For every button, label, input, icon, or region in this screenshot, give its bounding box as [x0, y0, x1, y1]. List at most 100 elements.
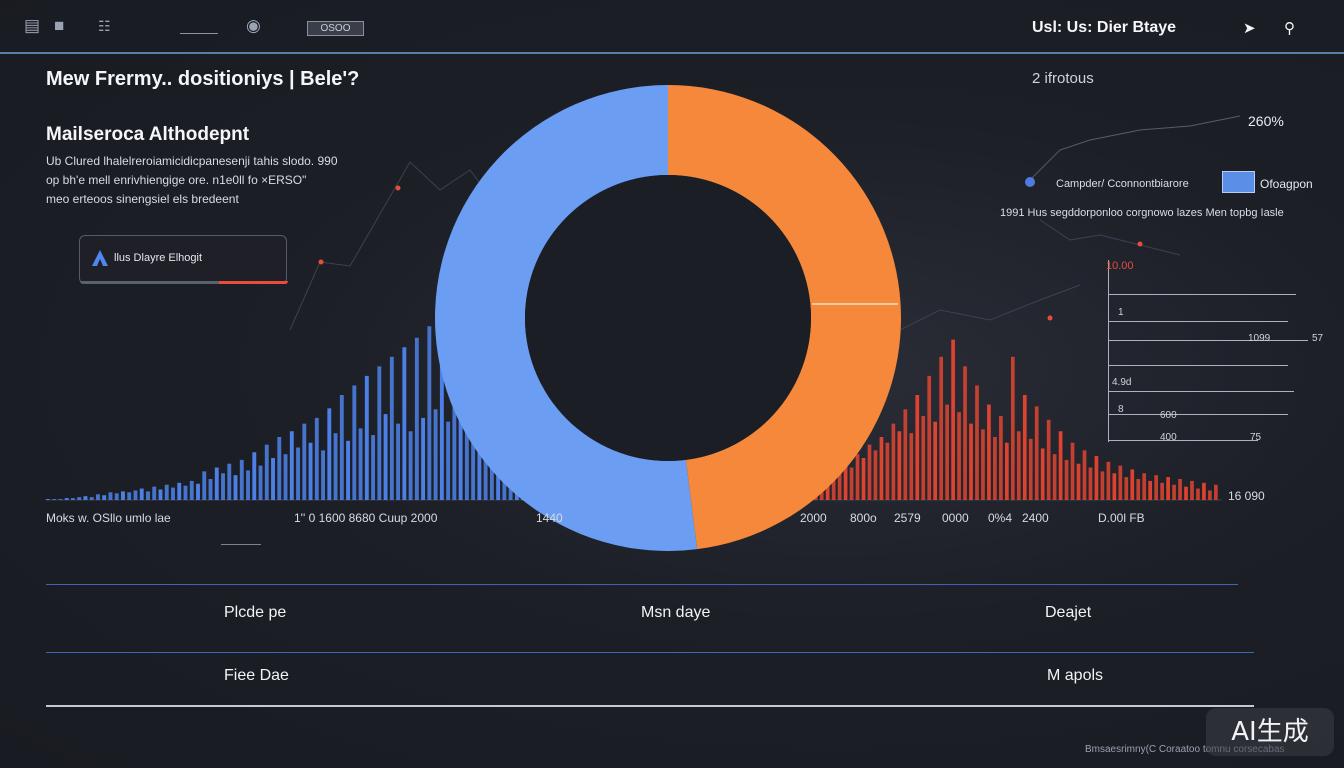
list-icon[interactable]: ▤ [24, 16, 41, 35]
bar-blue [114, 493, 119, 500]
bar-red [831, 475, 836, 500]
x-tick-label: 2579 [894, 511, 921, 525]
bar-red [897, 431, 902, 500]
bar-blue [152, 486, 157, 500]
chart-icon[interactable]: ☷ [98, 18, 111, 34]
user-icon[interactable]: ⚲ [1284, 20, 1295, 37]
bar-blue [208, 479, 213, 500]
bar-red [921, 416, 926, 500]
bar-red [927, 375, 932, 500]
mini-axis [1108, 260, 1109, 442]
camera-icon[interactable]: ◉ [246, 16, 261, 35]
bar-red [1022, 395, 1027, 500]
bar-red [1028, 438, 1033, 500]
x-tick-label: 16 090 [1228, 489, 1265, 503]
bar-blue [189, 480, 194, 500]
bar-red [1112, 473, 1117, 500]
bar-red [873, 450, 878, 500]
bar-red [1064, 459, 1069, 500]
bar-red [1130, 469, 1135, 500]
bar-blue [196, 483, 200, 500]
top-bar: ▤ ■ ☷ ◉ OSOO Usl: Us: Dier Btaye ➤ ⚲ [0, 0, 1344, 54]
top-right-percent: 260% [1248, 113, 1284, 129]
mini-row-label: 400 [1160, 432, 1177, 443]
bar-red [867, 444, 872, 500]
folder-icon[interactable]: ■ [54, 16, 65, 35]
bar-blue [371, 435, 376, 500]
bar-blue [258, 465, 263, 500]
bar-blue [177, 482, 182, 500]
bar-red [957, 412, 961, 500]
mini-top-label: 10.00 [1106, 260, 1134, 272]
bar-red [1058, 431, 1063, 500]
component-label: Campder/ Cconnontbiarore [1056, 178, 1189, 190]
bar-blue [414, 337, 419, 500]
header-chip[interactable]: OSOO [307, 21, 364, 36]
bar-red [1148, 480, 1153, 500]
x-tick-label: 1'' 0 1600 8680 Cuup 2000 [294, 511, 438, 525]
bar-red [981, 429, 985, 500]
mini-row-label: 1099 [1248, 333, 1271, 344]
mini-row [1108, 340, 1308, 341]
mini-row [1108, 321, 1288, 322]
bar-blue [158, 489, 163, 500]
send-icon[interactable]: ➤ [1243, 20, 1256, 37]
legend-card[interactable]: llus Dlayre Elhogit [79, 235, 288, 284]
bar-blue [52, 499, 57, 500]
bar-blue [289, 431, 294, 500]
bar-blue [96, 494, 100, 500]
bar-blue [321, 450, 325, 500]
bar-red [999, 416, 1003, 500]
component-swatch[interactable] [1222, 171, 1255, 193]
bar-red [843, 461, 848, 500]
mini-right-label: 57 [1312, 333, 1324, 344]
bar-blue [239, 459, 244, 500]
bar-blue [89, 497, 94, 500]
mini-row [1108, 440, 1258, 441]
bar-blue [139, 488, 144, 500]
bar-red [1094, 456, 1099, 500]
bar-blue [77, 497, 82, 500]
mini-row-label: 8 [1118, 404, 1124, 415]
bar-blue [202, 471, 207, 500]
mini-row [1108, 414, 1288, 415]
bar-blue [71, 498, 75, 500]
component-label-2: Ofoagpon [1260, 177, 1313, 191]
bar-red [1118, 465, 1123, 500]
legend-card-progress [80, 281, 288, 284]
bar-red [945, 404, 949, 500]
bar-blue [389, 356, 394, 500]
bar-blue [233, 475, 238, 500]
bar-blue [46, 499, 50, 500]
mini-row-label: 4.9d [1112, 377, 1132, 388]
footnote: Bmsaesrimny(C Coraatoo tomnu corsecabas [1085, 744, 1285, 755]
bar-red [909, 433, 914, 500]
bar-red [969, 423, 973, 500]
bar-blue [296, 447, 300, 500]
legend-card-label: llus Dlayre Elhogit [114, 252, 203, 264]
bar-red [1142, 473, 1147, 500]
donut-chart[interactable] [434, 85, 901, 551]
table-cell: Fiee Dae [224, 667, 289, 684]
x-tick-label: 800o [850, 511, 877, 525]
bar-blue [339, 395, 344, 500]
page-title: Mew Frermy.. dositioniys | Bele'? [46, 68, 360, 90]
user-label[interactable]: Usl: Us: Dier Btaye [1032, 19, 1177, 36]
bar-blue [183, 485, 188, 500]
bar-blue [277, 437, 282, 500]
donut-slice-blue[interactable] [434, 85, 698, 551]
bar-blue [327, 408, 332, 500]
description: Ub Clured lhalelreroiamicidicpanesenji t… [46, 152, 338, 209]
bar-blue [427, 326, 432, 500]
x-tick-label: 1440 [536, 511, 563, 525]
mini-row-label: 600 [1160, 410, 1177, 421]
bar-red [1076, 463, 1081, 500]
bar-blue [352, 385, 357, 500]
donut-slice-orange[interactable] [668, 85, 901, 550]
bar-blue [377, 366, 382, 500]
bar-blue [439, 314, 444, 500]
bar-red [879, 437, 884, 500]
description-line: Ub Clured lhalelreroiamicidicpanesenji t… [46, 154, 338, 168]
bar-red [1082, 450, 1087, 500]
